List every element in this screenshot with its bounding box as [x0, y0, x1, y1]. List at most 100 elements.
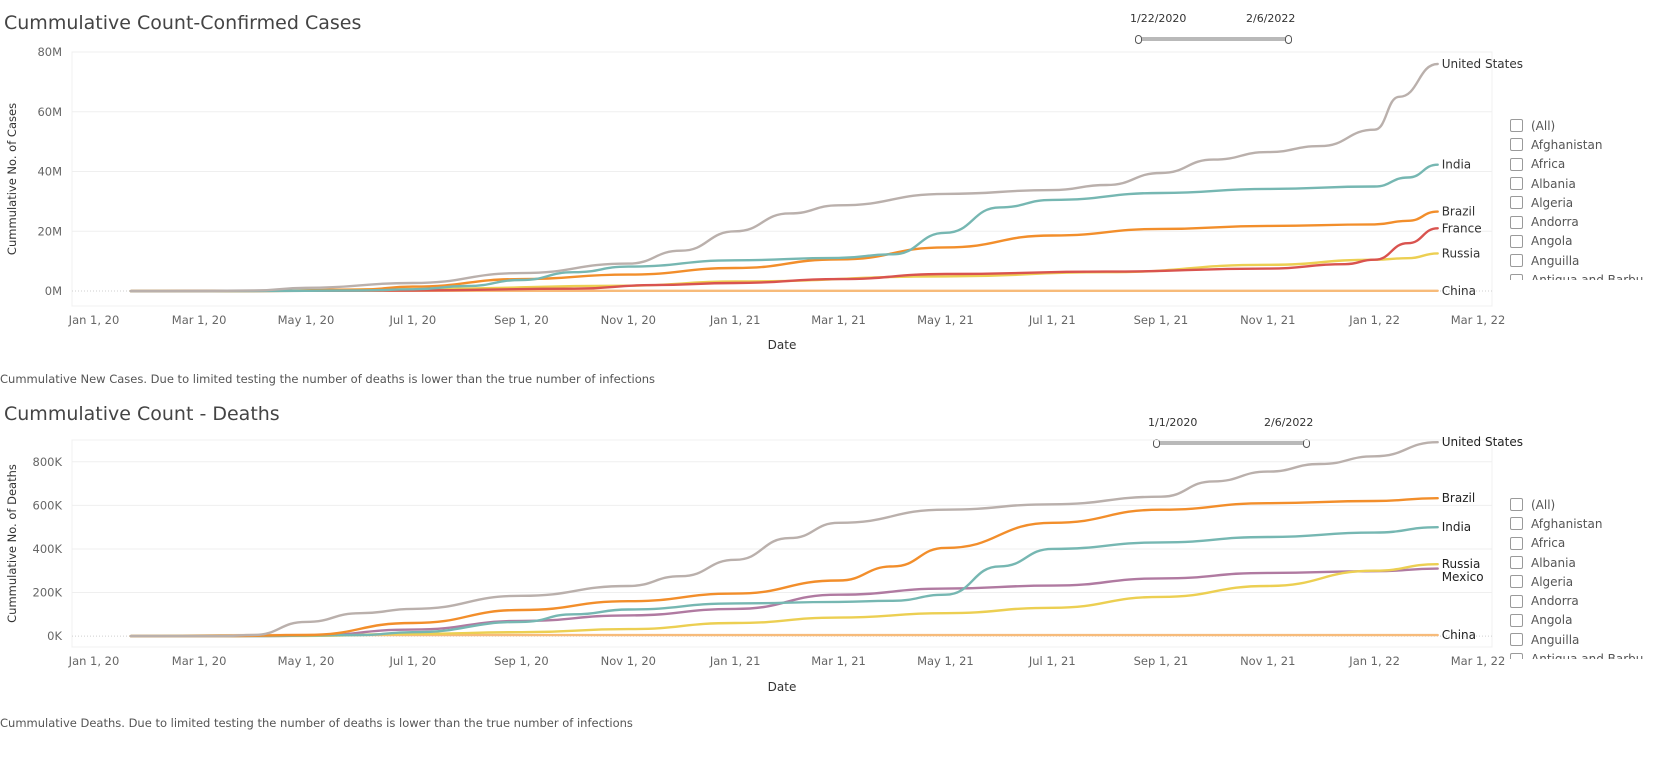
- legend-label: (All): [1531, 497, 1556, 512]
- legend-checkbox[interactable]: [1510, 517, 1523, 531]
- series-line-united-states: [129, 62, 1439, 293]
- y-tick-label: 800K: [33, 455, 63, 469]
- legend-label: Algeria: [1531, 574, 1574, 589]
- legend-checkbox[interactable]: [1510, 119, 1523, 133]
- x-tick-label: Mar 1, 22: [1451, 654, 1506, 668]
- chart-caption: Cummulative New Cases. Due to limited te…: [0, 372, 656, 386]
- y-tick-label: 20M: [37, 224, 62, 238]
- x-tick-label: Jan 1, 22: [1348, 654, 1400, 668]
- chart-title: Cummulative Count-Confirmed Cases: [4, 12, 362, 34]
- legend-checkbox[interactable]: [1510, 556, 1523, 570]
- legend-checkbox[interactable]: [1510, 652, 1523, 659]
- date-range-slider[interactable]: 1/22/2020 2/6/2022: [1120, 12, 1320, 52]
- legend-item[interactable]: Algeria: [1510, 572, 1650, 591]
- y-tick-label: 60M: [37, 105, 62, 119]
- x-tick-label: Sep 1, 21: [1134, 654, 1189, 668]
- x-tick-label: Jan 1, 22: [1348, 313, 1400, 327]
- x-tick-label: Jan 1, 21: [709, 313, 761, 327]
- legend-item[interactable]: Africa: [1510, 155, 1650, 174]
- series-end-label: United States: [1442, 57, 1523, 71]
- x-tick-label: Mar 1, 20: [172, 313, 227, 327]
- legend-item[interactable]: Algeria: [1510, 193, 1650, 212]
- legend-item[interactable]: Anguilla: [1510, 251, 1650, 270]
- legend-item[interactable]: Afghanistan: [1510, 514, 1650, 533]
- legend-item[interactable]: Afghanistan: [1510, 135, 1650, 154]
- slider-end-label: 2/6/2022: [1264, 416, 1314, 429]
- cases-chart-panel: Cummulative Count-Confirmed Cases 1/22/2…: [0, 0, 1669, 386]
- legend-checkbox[interactable]: [1510, 215, 1523, 229]
- chart-caption: Cummulative Deaths. Due to limited testi…: [0, 716, 633, 730]
- series-end-label: China: [1442, 628, 1476, 642]
- x-tick-label: May 1, 21: [917, 654, 974, 668]
- slider-track[interactable]: [1138, 37, 1288, 41]
- legend-label: Antigua and Barbu: [1531, 273, 1643, 280]
- x-tick-label: Nov 1, 21: [1240, 654, 1295, 668]
- legend-checkbox[interactable]: [1510, 196, 1523, 210]
- legend-item[interactable]: Andorra: [1510, 212, 1650, 231]
- series-end-label: China: [1442, 284, 1476, 298]
- series-end-label: Brazil: [1442, 205, 1476, 219]
- legend-checkbox[interactable]: [1510, 613, 1523, 627]
- x-tick-label: Mar 1, 21: [811, 654, 866, 668]
- series-end-label: United States: [1442, 435, 1523, 449]
- series-end-label: Mexico: [1442, 570, 1484, 584]
- legend-checkbox[interactable]: [1510, 157, 1523, 171]
- legend-item[interactable]: Andorra: [1510, 591, 1650, 610]
- legend-item[interactable]: Angola: [1510, 611, 1650, 630]
- x-tick-label: Jul 1, 20: [388, 313, 436, 327]
- series-line-india: [129, 526, 1439, 638]
- x-tick-label: Nov 1, 21: [1240, 313, 1295, 327]
- x-tick-label: Sep 1, 20: [494, 313, 549, 327]
- x-tick-label: Jul 1, 21: [1028, 313, 1076, 327]
- cases-line-chart: 0M 20M 40M 60M 80M Jan 1, 20 Mar 1, 20 May 1, 2…: [5, 45, 1523, 352]
- legend-label: Andorra: [1531, 594, 1579, 609]
- series-line-brazil: [129, 210, 1439, 293]
- x-tick-label: Sep 1, 21: [1134, 313, 1189, 327]
- series-line-united-states: [129, 441, 1439, 638]
- x-tick-label: May 1, 21: [917, 313, 974, 327]
- legend-checkbox[interactable]: [1510, 633, 1523, 647]
- x-tick-label: May 1, 20: [278, 654, 335, 668]
- x-tick-label: Jan 1, 21: [709, 654, 761, 668]
- legend-item[interactable]: (All): [1510, 495, 1650, 514]
- legend-checkbox[interactable]: [1510, 575, 1523, 589]
- deaths-line-chart: 0K 200K 400K 600K 800K Jan 1, 20 Mar 1, 20 May …: [5, 435, 1523, 694]
- series-end-label: Russia: [1442, 557, 1481, 571]
- slider-end-handle[interactable]: [1285, 35, 1292, 44]
- slider-start-handle[interactable]: [1135, 35, 1142, 44]
- x-tick-label: May 1, 20: [278, 313, 335, 327]
- slider-track[interactable]: [1156, 441, 1306, 445]
- legend-item[interactable]: (All): [1510, 116, 1650, 135]
- legend-checkbox[interactable]: [1510, 177, 1523, 191]
- legend-label: Anguilla: [1531, 632, 1580, 647]
- x-tick-label: Jul 1, 20: [388, 654, 436, 668]
- series-end-label: Brazil: [1442, 491, 1476, 505]
- legend-checkbox[interactable]: [1510, 273, 1523, 280]
- y-tick-label: 40M: [37, 165, 62, 179]
- legend-checkbox[interactable]: [1510, 254, 1523, 268]
- x-tick-label: Nov 1, 20: [601, 313, 656, 327]
- legend-item[interactable]: Antigua and Barbu: [1510, 649, 1650, 659]
- legend-label: Albania: [1531, 176, 1576, 191]
- legend-label: Africa: [1531, 536, 1566, 551]
- legend-checkbox[interactable]: [1510, 234, 1523, 248]
- legend-item[interactable]: Anguilla: [1510, 630, 1650, 649]
- legend-checkbox[interactable]: [1510, 138, 1523, 152]
- legend-item[interactable]: Antigua and Barbu: [1510, 270, 1650, 280]
- x-tick-label: Mar 1, 22: [1451, 313, 1506, 327]
- series-end-label: India: [1442, 520, 1471, 534]
- legend-item[interactable]: Africa: [1510, 534, 1650, 553]
- slider-start-label: 1/22/2020: [1130, 12, 1187, 25]
- legend-label: Afghanistan: [1531, 516, 1603, 531]
- y-tick-label: 80M: [37, 45, 62, 59]
- legend-item[interactable]: Angola: [1510, 232, 1650, 251]
- legend-checkbox[interactable]: [1510, 594, 1523, 608]
- legend-label: Antigua and Barbu: [1531, 652, 1643, 659]
- legend-label: Anguilla: [1531, 253, 1580, 268]
- legend-label: Angola: [1531, 234, 1573, 249]
- legend-item[interactable]: Albania: [1510, 174, 1650, 193]
- legend-item[interactable]: Albania: [1510, 553, 1650, 572]
- legend-checkbox[interactable]: [1510, 498, 1523, 512]
- legend-checkbox[interactable]: [1510, 536, 1523, 550]
- y-tick-label: 0K: [47, 629, 62, 643]
